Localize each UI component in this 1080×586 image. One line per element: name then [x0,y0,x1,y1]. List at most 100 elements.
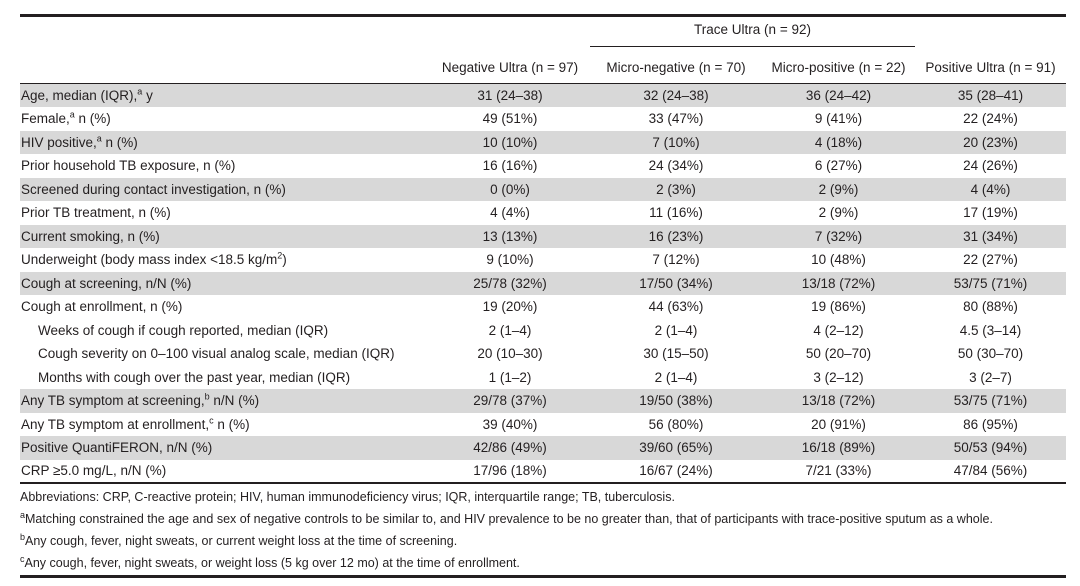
cell-value: 44 (63%) [648,299,704,315]
cell-value: 39 (40%) [482,416,538,432]
column-header-micro-negative: Micro-negative (n = 70) [590,46,762,84]
cell-value: 50/53 (94%) [915,436,1067,460]
table-row: Screened during contact investigation, n… [20,177,1067,201]
cell-value: 9 (41%) [814,111,863,127]
cell-value: 4.5 (3–14) [959,322,1022,338]
cell-value: 24 (34%) [648,158,704,174]
cell-value: 7 (12%) [652,252,700,268]
cell-value: 31 (24–38) [430,83,590,107]
cell-value: 19 (20%) [482,299,538,315]
cell-value: 13 (13%) [430,224,590,248]
participants-table: Trace Ultra (n = 92) Negative Ultra (n =… [20,14,1067,484]
row-label: Weeks of cough if cough reported, median… [38,322,329,338]
cell-value: 11 (16%) [649,205,703,221]
column-header-rowlabels [20,46,430,84]
cell-value: 2 (1–4) [654,369,698,385]
cell-value: 16/18 (89%) [762,436,916,460]
cell-value: 39/60 (65%) [590,436,762,460]
table-row: Current smoking, n (%) 13 (13%) 16 (23%) 7 … [20,224,1067,248]
table-row: HIV positive,a n (%) 10 (10%) 7 (10%) 4 (18… [20,130,1067,154]
row-label: Any TB symptom at enrollment,c n (%) [21,415,250,432]
cell-value: 86 (95%) [963,416,1018,432]
empty-cell [430,16,590,47]
cell-value: 33 (47%) [648,111,704,127]
cell-value: 19 (86%) [811,299,866,315]
footnote: aMatching constrained the age and sex of… [20,509,993,526]
row-label: HIV positive,a n (%) [20,130,430,154]
span-header-row: Trace Ultra (n = 92) [20,15,1066,47]
column-header-positive-ultra: Positive Ultra (n = 91) [915,46,1067,84]
cell-value: 20 (91%) [811,416,866,432]
cell-value: 9 (10%) [486,252,534,268]
cell-value: 20 (23%) [915,130,1067,154]
row-label: Current smoking, n (%) [20,224,430,248]
table-row: Prior TB treatment, n (%) 4 (4%) 11 (16%) 2… [20,201,1066,225]
table-row: Cough at enrollment, n (%) 19 (20%) 44 (63… [20,295,1066,319]
table-row: Cough at screening, n/N (%) 25/78 (32%) 17… [20,271,1067,295]
cell-value: 16 (23%) [590,224,762,248]
row-label: Months with cough over the past year, me… [38,369,351,385]
cell-value: 7 (10%) [590,130,762,154]
cell-value: 16/67 (24%) [639,463,713,479]
cell-value: 20 (10–30) [477,346,543,362]
cell-value: 2 (9%) [818,205,859,221]
cell-value: 56 (80%) [648,416,704,432]
cell-value: 7 (32%) [762,224,916,248]
cell-value: 29/78 (37%) [430,389,590,413]
table-row: Weeks of cough if cough reported, median… [20,319,1066,343]
row-label: Prior TB treatment, n (%) [21,205,171,221]
cell-value: 36 (24–42) [762,83,916,107]
cell-value: 17/50 (34%) [590,271,762,295]
empty-cell [20,16,430,47]
cell-value: 3 (2–7) [969,369,1012,385]
table-row: CRP ≥5.0 mg/L, n/N (%) 17/96 (18%) 16/67 (… [20,460,1066,484]
cell-value: 0 (0%) [430,177,590,201]
cell-value: 2 (9%) [762,177,916,201]
cell-value: 35 (28–41) [915,83,1067,107]
table-header: Trace Ultra (n = 92) Negative Ultra (n =… [20,15,1067,84]
cell-value: 80 (88%) [963,299,1018,315]
row-label: CRP ≥5.0 mg/L, n/N (%) [21,463,167,479]
cell-value: 17/96 (18%) [473,463,547,479]
table-row: Any TB symptom at enrollment,c n (%) 39 (… [20,413,1066,437]
row-label: Positive QuantiFERON, n/N (%) [20,436,430,460]
cell-value: 1 (1–2) [488,369,532,385]
cell-value: 4 (18%) [762,130,916,154]
table-row: Underweight (body mass index <18.5 kg/m2… [20,248,1066,272]
row-label: Age, median (IQR),a y [20,83,430,107]
column-header-row: Negative Ultra (n = 97) Micro-negative (… [20,46,1067,84]
row-label: Underweight (body mass index <18.5 kg/m2… [21,250,287,268]
column-header-negative-ultra: Negative Ultra (n = 97) [430,46,590,84]
cell-value: 2 (3%) [590,177,762,201]
cell-value: 25/78 (32%) [430,271,590,295]
cell-value: 3 (2–12) [813,369,864,385]
table-row: Age, median (IQR),a y 31 (24–38) 32 (24–38… [20,83,1067,107]
footnotes: Abbreviations: CRP, C-reactive protein; … [20,484,1066,574]
column-header-micro-positive: Micro-positive (n = 22) [762,46,916,84]
cell-value: 4 (2–12) [813,322,864,338]
table-row: Cough severity on 0–100 visual analog sc… [20,342,1066,366]
footnote: cAny cough, fever, night sweats, or weig… [20,553,520,570]
cell-value: 22 (27%) [963,252,1018,268]
bottom-rule [20,575,1066,578]
row-label: Screened during contact investigation, n… [20,177,430,201]
cell-value: 31 (34%) [915,224,1067,248]
cell-value: 17 (19%) [963,205,1018,221]
span-header-trace-ultra: Trace Ultra (n = 92) [590,15,916,47]
footnote: Abbreviations: CRP, C-reactive protein; … [20,490,675,504]
cell-value: 53/75 (71%) [915,389,1067,413]
row-label: Cough at enrollment, n (%) [21,299,183,315]
cell-value: 6 (27%) [814,158,863,174]
table-row: Prior household TB exposure, n (%) 16 (16… [20,154,1066,178]
cell-value: 13/18 (72%) [762,271,916,295]
cell-value: 16 (16%) [482,158,538,174]
cell-value: 30 (15–50) [643,346,709,362]
cell-value: 53/75 (71%) [915,271,1067,295]
table-row: Positive QuantiFERON, n/N (%) 42/86 (49%)… [20,436,1067,460]
table-row: Any TB symptom at screening,b n/N (%) 29/… [20,389,1067,413]
table-row: Months with cough over the past year, me… [20,366,1066,390]
cell-value: 32 (24–38) [590,83,762,107]
cell-value: 7/21 (33%) [805,463,872,479]
cell-value: 22 (24%) [963,111,1018,127]
